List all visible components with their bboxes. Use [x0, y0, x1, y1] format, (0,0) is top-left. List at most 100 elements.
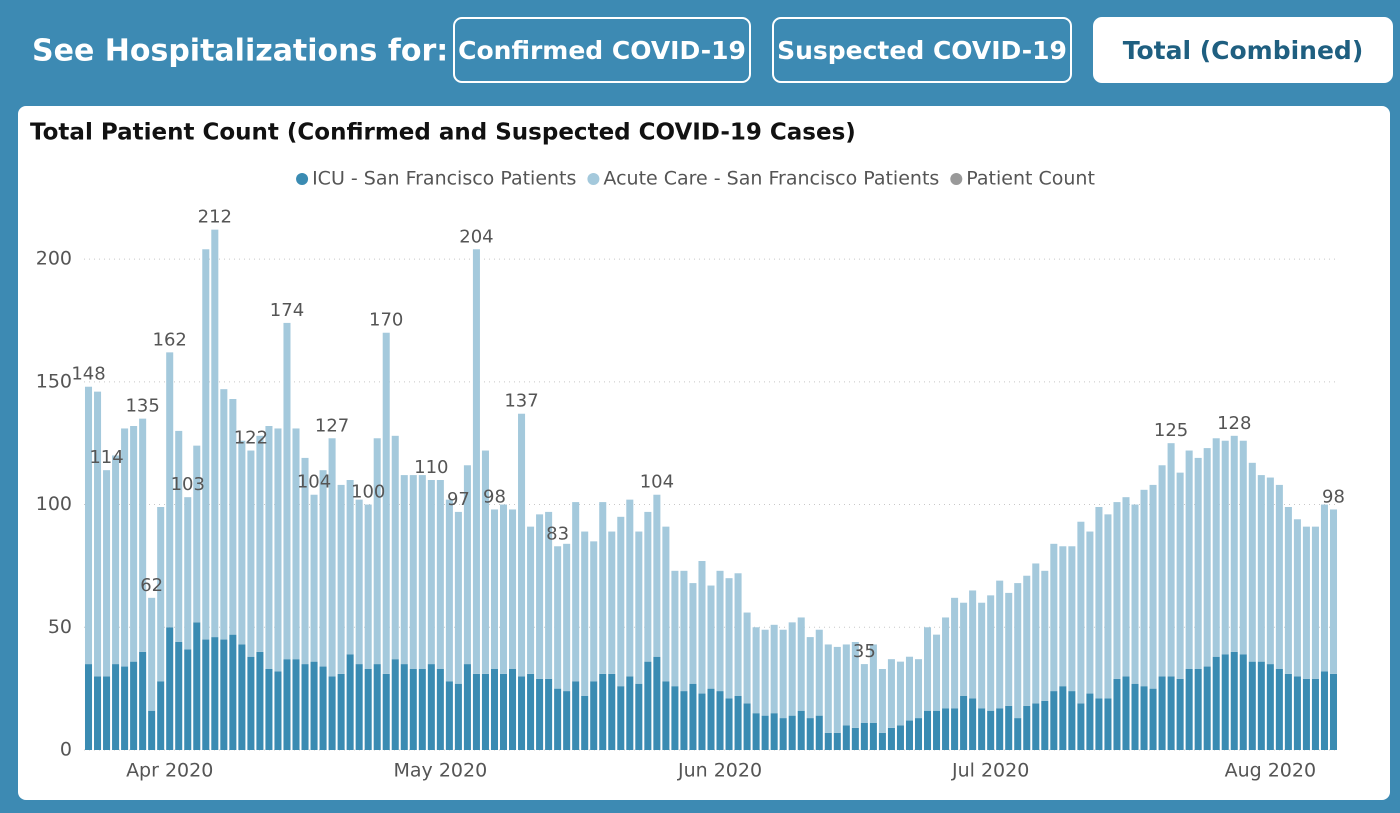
bar [905, 656, 913, 721]
bar [1005, 592, 1013, 706]
bar [346, 480, 354, 655]
data-label: 98 [1322, 486, 1345, 507]
bar [1266, 664, 1274, 750]
bar [355, 499, 363, 665]
bar [445, 681, 453, 750]
bar [247, 656, 255, 750]
bar [1113, 678, 1121, 750]
bar [274, 671, 282, 750]
legend-label: Acute Care - San Francisco Patients [603, 168, 939, 190]
bar [328, 676, 336, 750]
bar [815, 629, 823, 716]
bar [472, 249, 480, 674]
bar [942, 617, 950, 709]
bar [202, 249, 210, 640]
bar [1104, 698, 1112, 750]
bar [563, 691, 571, 750]
bar [896, 661, 904, 726]
data-label: 162 [153, 329, 187, 350]
data-label: 127 [315, 415, 349, 436]
bar [1104, 514, 1112, 699]
bar [887, 659, 895, 728]
legend-item: Acute Care - San Francisco Patients [587, 168, 939, 190]
bar [1086, 693, 1094, 750]
bar [960, 602, 968, 696]
bar [987, 595, 995, 711]
bar [1095, 698, 1103, 750]
bar [626, 676, 634, 750]
bar [1284, 673, 1292, 750]
bar [301, 664, 309, 750]
data-label: 128 [1217, 413, 1251, 434]
bar [265, 669, 273, 750]
bar [1059, 686, 1067, 750]
bar [1293, 519, 1301, 677]
bar [481, 450, 489, 674]
bar [743, 612, 751, 704]
bar [563, 543, 571, 692]
filter-button[interactable]: Suspected COVID-19 [772, 17, 1072, 83]
bar [851, 642, 859, 728]
legend-swatch [950, 173, 963, 185]
bar [490, 509, 499, 669]
bar [1275, 484, 1283, 669]
button-frame [1093, 17, 1393, 83]
bar [256, 435, 264, 652]
bar [770, 624, 778, 714]
bar [644, 511, 652, 662]
bar [1212, 438, 1220, 657]
data-label: 83 [546, 523, 569, 544]
x-tick-label: Apr 2020 [126, 760, 213, 782]
bar [788, 622, 796, 716]
bar [337, 484, 345, 674]
bar [914, 718, 923, 750]
bar [1257, 475, 1265, 662]
bar [148, 597, 156, 711]
data-label: 122 [234, 428, 268, 449]
bar [1194, 669, 1202, 750]
filter-button[interactable]: Confirmed COVID-19 [453, 17, 751, 83]
bar [1284, 507, 1292, 674]
bar [914, 659, 923, 719]
bar [689, 683, 697, 750]
bar [1329, 509, 1338, 674]
data-label: 104 [297, 472, 331, 493]
bar [301, 457, 309, 665]
bar [680, 570, 688, 692]
bar [824, 732, 832, 750]
bar [1059, 546, 1067, 687]
bar [382, 332, 390, 674]
button-label: Suspected COVID-19 [777, 36, 1067, 65]
bar [499, 673, 508, 750]
bar [175, 430, 183, 642]
bar [779, 629, 787, 719]
bar [1167, 676, 1175, 750]
filter-button[interactable]: Total (Combined) [1093, 17, 1393, 83]
bar [734, 696, 742, 750]
bar [373, 664, 381, 750]
bar [617, 686, 625, 750]
bar [1320, 504, 1328, 672]
bar [463, 664, 471, 750]
bar [824, 644, 832, 733]
bar [94, 391, 102, 677]
x-tick-label: Jul 2020 [951, 760, 1029, 782]
bar [536, 678, 544, 750]
bar [445, 499, 453, 682]
bar [1122, 676, 1130, 750]
data-label: 110 [414, 457, 448, 478]
x-tick-label: Aug 2020 [1225, 760, 1317, 782]
chart-title: Total Patient Count (Confirmed and Suspe… [30, 120, 856, 146]
button-label: Confirmed COVID-19 [458, 36, 746, 65]
bar [1140, 489, 1148, 687]
bar [842, 644, 850, 726]
bar [1014, 718, 1022, 750]
bar [211, 229, 219, 638]
bar [833, 646, 841, 733]
bar [103, 470, 111, 677]
bar [1149, 484, 1157, 689]
legend-item: ICU - San Francisco Patients [296, 168, 576, 190]
bar [175, 642, 183, 750]
bar [1230, 651, 1238, 750]
bar [797, 617, 805, 711]
